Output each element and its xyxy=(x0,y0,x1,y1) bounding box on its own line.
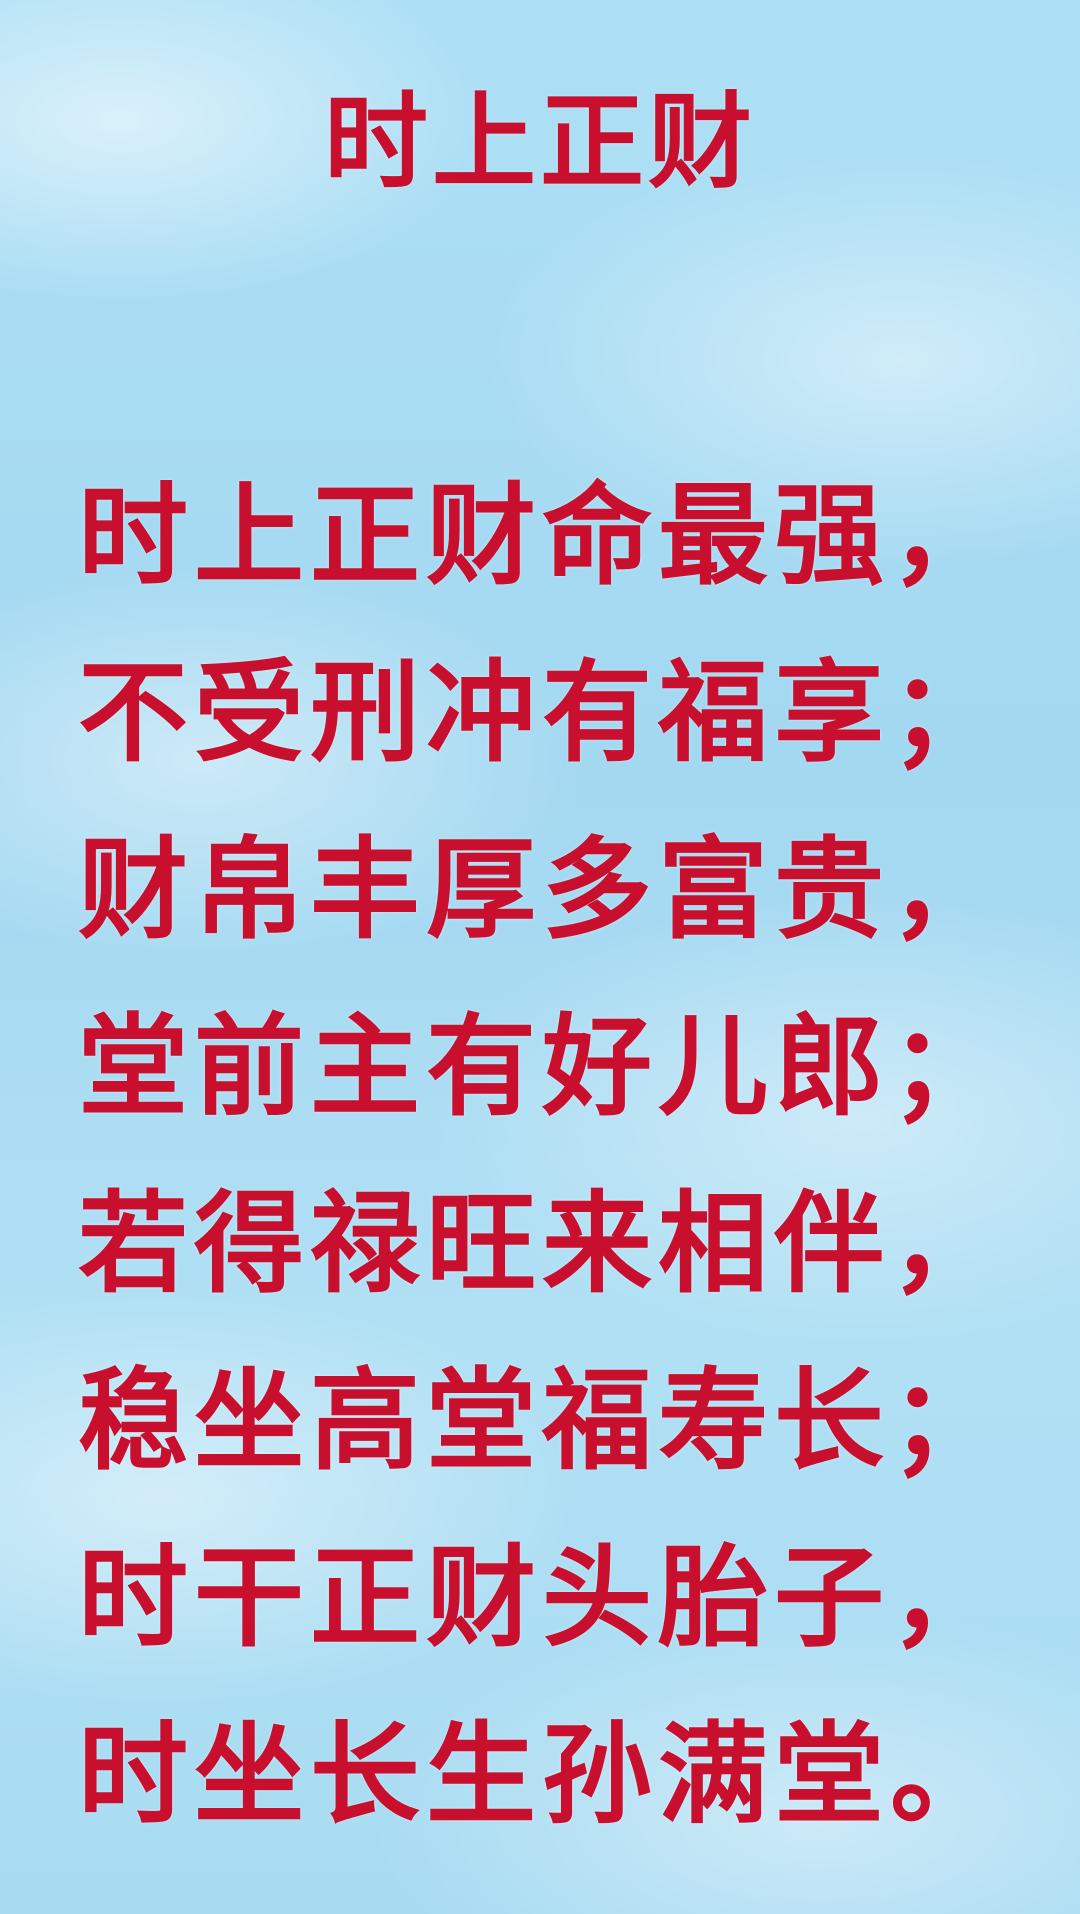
poem-line: 时干正财头胎子， xyxy=(78,1534,1006,1662)
poem-line: 时坐长生孙满堂。 xyxy=(78,1711,1006,1839)
poem: 时上正财命最强， 不受刑冲有福享； 财帛丰厚多富贵， 堂前主有好儿郎； 若得禄旺… xyxy=(78,448,1038,1864)
poem-line: 若得禄旺来相伴， xyxy=(78,1180,1006,1308)
poem-line: 堂前主有好儿郎； xyxy=(78,1003,1006,1131)
poem-line: 财帛丰厚多富贵， xyxy=(78,826,1006,954)
page-title: 时上正财 xyxy=(323,81,756,203)
poem-line: 稳坐高堂福寿长； xyxy=(78,1357,1006,1485)
poem-line: 不受刑冲有福享； xyxy=(78,649,1006,777)
poem-line: 时上正财命最强， xyxy=(78,472,1006,600)
